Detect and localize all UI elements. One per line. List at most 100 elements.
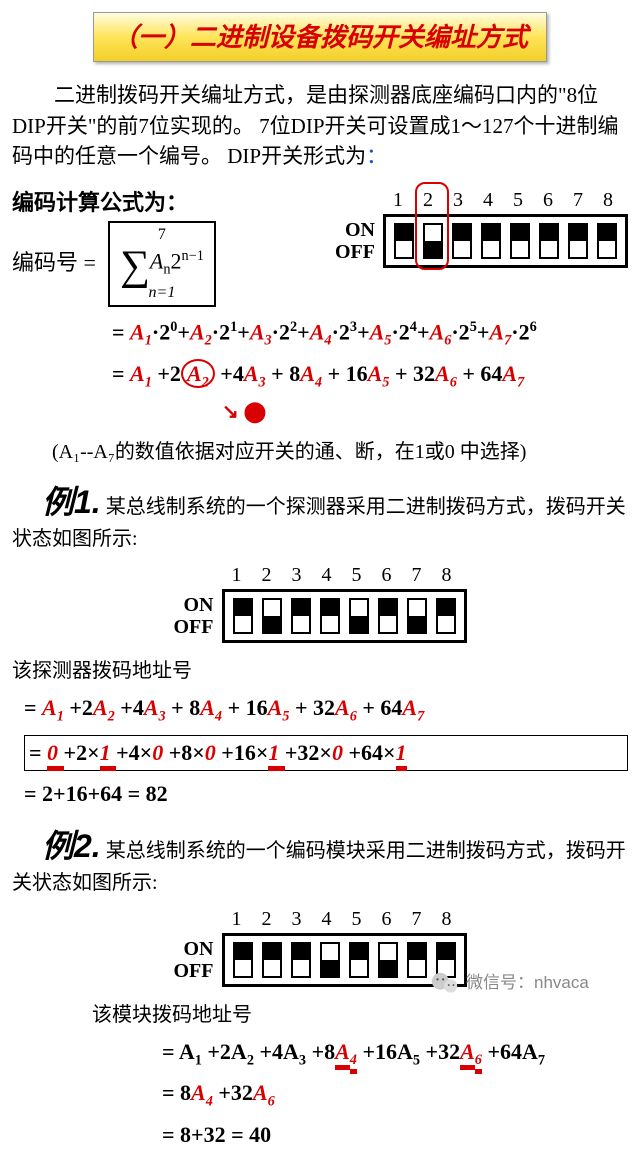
- ex2-line1: = A1 +2A2 +4A3 +8A4 +16A5 +32A6 +64A7: [162, 1037, 628, 1070]
- dip-switch: [320, 598, 340, 634]
- dip-switch: [320, 942, 340, 978]
- eq-part: =: [112, 361, 130, 386]
- eq-part: 7: [517, 374, 524, 390]
- dip-number: 5: [511, 186, 525, 214]
- eq-part: +4×: [116, 740, 152, 765]
- dip-number: 2: [260, 561, 274, 589]
- dip-number: 4: [320, 561, 334, 589]
- formula-title: 编码计算公式为：: [12, 188, 325, 219]
- page-title: （一）二进制设备拨码开关编址方式: [93, 12, 547, 62]
- eq-part: 0: [152, 740, 169, 765]
- dip-box: [383, 214, 628, 268]
- dip-number: 2: [260, 905, 274, 933]
- dip-switch: [436, 598, 456, 634]
- dip-numbers: 12345678: [335, 186, 628, 214]
- eq-part: A: [435, 361, 450, 386]
- eq-part: 4: [206, 1094, 213, 1110]
- ex1-result: = 2+16+64 = 82: [24, 779, 628, 810]
- eq-part: A: [502, 361, 517, 386]
- eq-part: A: [335, 695, 350, 720]
- ex1-label: 例1.: [42, 484, 101, 520]
- eq-part: 0: [205, 740, 222, 765]
- eq-part: A: [187, 361, 202, 386]
- eq-part: 2: [247, 1052, 254, 1068]
- dip-number: 1: [391, 186, 405, 214]
- ex2-addr-label: 该模块拨码地址号: [92, 1001, 628, 1029]
- dip-switch: [407, 598, 427, 634]
- dip-number: 6: [541, 186, 555, 214]
- eq-part: =: [29, 740, 47, 765]
- expansion2: = A1 +2A2 +4A3 + 8A4 + 16A5 + 32A6 + 64A…: [112, 359, 628, 392]
- eq-part: A: [335, 1039, 350, 1070]
- dip-switch: [394, 223, 414, 259]
- eq-part: +4: [115, 695, 144, 720]
- formula-and-dip-row: 编码计算公式为： 编码号 = 7 ∑An2n−1 n=1 12345678 ON…: [12, 178, 628, 309]
- eq-part: 0: [332, 740, 349, 765]
- dip-switch: [423, 223, 443, 259]
- eq-part: + 64: [357, 695, 403, 720]
- wechat-icon: [430, 970, 460, 996]
- intro-text: 二进制拨码开关编址方式，是由探测器底座编码口内的"8位DIP开关"的前7位实现的…: [12, 80, 628, 171]
- eq-part: +32×: [285, 740, 332, 765]
- dip-switch: [452, 223, 472, 259]
- eq-part: 7: [417, 709, 424, 725]
- eq-part: +8: [306, 1039, 335, 1064]
- eq-part: + 32: [289, 695, 335, 720]
- ex2-text: 某总线制系统的一个编码模块采用二进制拨码方式，拨码开关状态如图所示:: [12, 840, 626, 894]
- eq-part: 4: [315, 374, 322, 390]
- dip-switch: [233, 942, 253, 978]
- eq-part: A: [300, 361, 315, 386]
- eq-part: A: [130, 361, 145, 386]
- eq-part: A: [402, 695, 417, 720]
- eq-part: 7: [538, 1052, 545, 1068]
- watermark: 微信号：nhvaca: [430, 970, 589, 996]
- example1-header: 例1. 某总线制系统的一个探测器采用二进制拨码方式，拨码开关状态如图所示:: [12, 480, 628, 553]
- eq-part: +16×: [221, 740, 268, 765]
- eq-part: + 16: [222, 695, 268, 720]
- eq-part: +2×: [64, 740, 100, 765]
- dip-switch: [349, 942, 369, 978]
- dip-switch: [291, 598, 311, 634]
- dip-number: 6: [380, 905, 394, 933]
- eq-part: +2: [152, 361, 181, 386]
- colon-link: ：: [366, 144, 387, 168]
- eq-part: = A: [162, 1039, 195, 1064]
- dip-number: 2: [421, 186, 435, 214]
- dip-number: 4: [320, 905, 334, 933]
- eq-part: +8×: [169, 740, 205, 765]
- eq-part: A: [42, 695, 57, 720]
- eq-part: +4: [215, 361, 244, 386]
- dip-number: 5: [350, 905, 364, 933]
- dip-switch: [262, 942, 282, 978]
- eq-part: 3: [259, 374, 266, 390]
- eq-part: 5: [413, 1052, 420, 1068]
- dip-switch: [481, 223, 501, 259]
- dip-number: 1: [230, 905, 244, 933]
- eq-part: 6: [350, 709, 357, 725]
- eq-part: 1: [57, 709, 64, 725]
- dip-switch: [233, 598, 253, 634]
- eq-part: +32: [213, 1080, 253, 1105]
- dip-ex1: 12345678 ONOFF: [174, 561, 467, 643]
- eq-part: A: [368, 361, 383, 386]
- eq-part: 1: [195, 1052, 202, 1068]
- eq-part: A: [253, 1080, 268, 1105]
- eq-part: + 64: [457, 361, 503, 386]
- eq-part: 1: [268, 740, 285, 771]
- dip-number: 3: [290, 905, 304, 933]
- eq-part: A: [144, 695, 159, 720]
- example2-header: 例2. 某总线制系统的一个编码模块采用二进制拨码方式，拨码开关状态如图所示:: [12, 824, 628, 897]
- eq-part: 0: [47, 740, 64, 771]
- eq-part: 1: [145, 374, 152, 390]
- eq-part: +64A: [482, 1039, 538, 1064]
- eq-part: 6: [475, 1052, 482, 1074]
- eq-part: =: [24, 695, 42, 720]
- eq-part: 2: [108, 709, 115, 725]
- eq-part: 6: [268, 1094, 275, 1110]
- eq-part: 2: [202, 374, 209, 390]
- eq-part: + 16: [322, 361, 368, 386]
- ex2-result: = 8+32 = 40: [162, 1120, 628, 1151]
- eq-part: 4: [215, 709, 222, 725]
- dip-number: 5: [350, 561, 364, 589]
- dip-number: 6: [380, 561, 394, 589]
